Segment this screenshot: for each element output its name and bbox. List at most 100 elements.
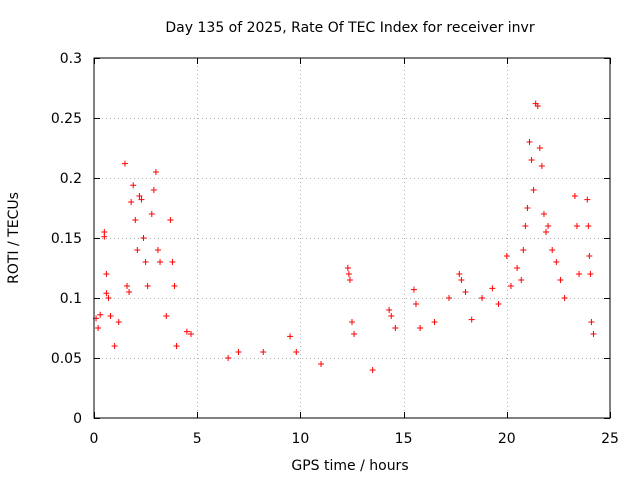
data-point [536, 145, 543, 151]
data-point [587, 271, 594, 277]
data-point [528, 157, 535, 163]
data-point [103, 290, 110, 297]
data-point [588, 319, 595, 325]
y-tick-label: 0.3 [60, 51, 82, 67]
data-point [103, 271, 110, 277]
y-tick-label: 0.1 [60, 291, 82, 307]
data-point [388, 313, 395, 319]
data-point [345, 271, 352, 277]
data-point [386, 307, 393, 313]
data-point [152, 169, 159, 175]
data-point [507, 283, 514, 289]
data-point [518, 277, 525, 283]
data-point [111, 343, 118, 349]
data-point [446, 295, 453, 301]
data-point [136, 193, 143, 199]
x-tick-label: 0 [90, 431, 99, 447]
data-point [154, 247, 161, 253]
data-point [183, 328, 190, 335]
data-point [318, 361, 325, 367]
data-point [571, 193, 578, 199]
data-point [167, 217, 174, 223]
data-point [557, 277, 564, 283]
data-point [410, 286, 417, 293]
data-point [534, 103, 541, 109]
x-tick-label: 5 [193, 431, 202, 447]
data-point [585, 223, 592, 229]
data-point [520, 247, 527, 253]
data-point [293, 349, 300, 355]
data-point [586, 253, 593, 259]
y-tick-label: 0.25 [51, 111, 82, 127]
data-point [169, 259, 176, 265]
x-tick-label: 10 [291, 431, 309, 447]
data-point [530, 187, 537, 193]
chart-title: Day 135 of 2025, Rate Of TEC Index for r… [165, 20, 534, 36]
data-point [134, 247, 141, 253]
data-point [132, 217, 139, 223]
data-point [522, 223, 529, 229]
data-point [351, 331, 358, 337]
data-point [260, 349, 267, 355]
data-point [95, 325, 102, 331]
y-tick-label: 0.2 [60, 171, 82, 187]
data-point [107, 313, 114, 319]
data-points [93, 100, 597, 373]
x-tick-label: 20 [498, 431, 516, 447]
data-point [188, 331, 195, 337]
data-point [456, 271, 463, 277]
plot-frame [93, 57, 611, 419]
data-point [417, 325, 424, 331]
data-point [431, 319, 438, 325]
data-point [561, 295, 568, 301]
data-point [369, 367, 376, 373]
data-point [412, 301, 419, 307]
data-point [150, 187, 157, 193]
data-point [144, 283, 151, 289]
data-point [553, 259, 560, 265]
data-point [126, 289, 133, 295]
data-point [157, 259, 164, 265]
grid-lines [94, 58, 610, 418]
data-point [121, 160, 128, 167]
data-point [130, 182, 137, 189]
data-point [105, 295, 112, 301]
data-point [573, 223, 580, 229]
data-point [344, 265, 351, 271]
data-point [526, 139, 533, 145]
data-point [392, 325, 399, 331]
data-point [173, 343, 180, 349]
data-point [128, 199, 135, 205]
y-tick-label: 0.05 [51, 351, 82, 367]
data-point [576, 271, 583, 277]
data-point [549, 247, 556, 253]
data-point [584, 196, 591, 203]
y-tick-label: 0 [73, 411, 82, 427]
data-point [495, 301, 502, 307]
data-point [489, 285, 496, 292]
data-point [524, 205, 531, 211]
data-point [349, 319, 355, 325]
data-point [468, 316, 475, 323]
data-point [540, 211, 547, 217]
x-axis-label: GPS time / hours [291, 458, 408, 474]
y-axis-label: ROTI / TECUs [6, 192, 22, 284]
data-point [148, 211, 155, 217]
x-tick-label: 25 [601, 431, 619, 447]
data-point [543, 229, 550, 235]
data-point [225, 355, 232, 361]
data-point [538, 163, 545, 169]
data-point [503, 253, 510, 259]
y-tick-label: 0.15 [51, 231, 82, 247]
data-point [479, 295, 486, 301]
data-point [287, 333, 294, 340]
data-point [235, 349, 242, 355]
data-point [590, 331, 597, 337]
data-point [171, 283, 178, 289]
data-point [514, 265, 521, 271]
data-point [346, 277, 353, 283]
data-point [140, 235, 147, 241]
data-point [142, 259, 149, 265]
data-point [458, 277, 465, 283]
